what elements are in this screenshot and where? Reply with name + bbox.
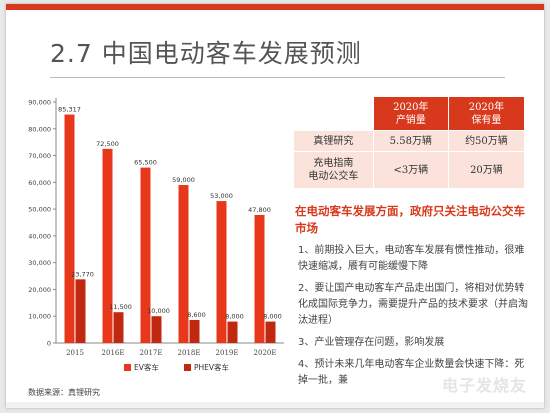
table-header-empty xyxy=(293,97,374,131)
data-label: 11,500 xyxy=(109,303,132,311)
table-row: 真锂研究 5.58万辆 约50万辆 xyxy=(293,130,524,152)
legend-swatch xyxy=(124,364,131,371)
bar-ev xyxy=(254,215,265,343)
x-tick-label: 2017E xyxy=(140,349,163,357)
y-tick-label: 30,000 xyxy=(28,259,51,267)
title-divider xyxy=(50,77,505,78)
y-tick-label: 40,000 xyxy=(28,232,51,240)
bar-phev xyxy=(151,316,162,343)
slide: 2.7 中国电动客车发展预测 0 10,000 20,000 30,000 40,000… xyxy=(6,4,544,408)
data-source: 数据来源：真锂研究 xyxy=(28,388,100,397)
x-tick-label: 2019E xyxy=(216,349,239,357)
section-heading: 在电动客车发展方面，政府只关注电动公交车市场 xyxy=(295,204,525,235)
table-header-stock: 2020年 保有量 xyxy=(447,97,524,131)
bar-phev xyxy=(227,321,238,343)
row-sales: <3万辆 xyxy=(372,151,449,188)
data-label: 10,000 xyxy=(147,307,170,315)
y-tick-label: 80,000 xyxy=(28,125,51,133)
data-label: 65,500 xyxy=(134,159,157,167)
bar-ev xyxy=(178,185,189,343)
row-label: 真锂研究 xyxy=(293,130,374,152)
slide-top-bar xyxy=(6,4,544,10)
y-tick-label: 60,000 xyxy=(28,179,51,187)
data-label: 72,500 xyxy=(96,140,119,148)
row-label: 充电指南 电动公交车 xyxy=(293,151,374,188)
header-sales-text: 2020年 产销量 xyxy=(393,101,429,126)
bullet-item: 4、预计未来几年电动客车企业数量会快速下降：死掉一批，兼 xyxy=(298,359,525,386)
data-label: 23,770 xyxy=(71,270,94,278)
y-tick-label: 20,000 xyxy=(28,286,51,294)
legend-label: EV客车 xyxy=(134,362,159,372)
forecast-table: 2020年 产销量 2020年 保有量 真锂研究 5.58万辆 约50万辆 充电… xyxy=(293,97,524,188)
data-label: 8,000 xyxy=(225,313,244,321)
bar-ev xyxy=(140,167,151,343)
bar-phev xyxy=(75,279,86,343)
data-label: 59,000 xyxy=(172,176,195,184)
bar-ev xyxy=(102,148,113,343)
x-tick-label: 2020E xyxy=(254,349,277,357)
data-label: 8,000 xyxy=(263,313,282,321)
bar-ev xyxy=(216,201,227,343)
data-label: 47,800 xyxy=(248,206,271,214)
bullet-list: 1、前期投入巨大，电动客车发展有惯性推动，很难快速缩减，餍有可能缓慢下降 2、要… xyxy=(298,243,534,395)
y-tick-label: 10,000 xyxy=(28,313,51,321)
x-tick-label: 2018E xyxy=(178,349,201,357)
row-stock: 20万辆 xyxy=(447,151,524,188)
data-label: 8,600 xyxy=(187,311,206,319)
bullet-item: 3、产业管理存在问题，影响发展 xyxy=(298,337,445,348)
y-tick-label: 50,000 xyxy=(28,206,51,214)
row-stock: 约50万辆 xyxy=(447,130,524,152)
y-tick-label: 0 xyxy=(47,340,51,348)
bullet-item: 2、要让国产电动客车产品走出国门，将相对优势转化成国际竞争力，需要提升产品的技术… xyxy=(298,283,528,326)
watermark: 电子发烧友 xyxy=(442,376,528,395)
bar-phev xyxy=(265,321,276,343)
bullet-item: 1、前期投入巨大，电动客车发展有惯性推动，很难快速缩减，餍有可能缓慢下降 xyxy=(298,245,525,272)
x-tick-label: 2015 xyxy=(66,349,84,357)
legend-swatch xyxy=(184,364,191,371)
slide-title: 2.7 中国电动客车发展预测 xyxy=(50,39,362,68)
bar-ev xyxy=(64,114,75,343)
data-label: 53,000 xyxy=(210,192,233,200)
x-tick-label: 2016E xyxy=(102,349,125,357)
header-stock-text: 2020年 保有量 xyxy=(468,101,505,126)
row-sales: 5.58万辆 xyxy=(372,130,449,152)
bar-chart: 0 10,000 20,000 30,000 40,000 50,000 60,000 70,… xyxy=(28,98,284,372)
legend-label: PHEV客车 xyxy=(194,362,230,372)
table-header-row: 2020年 产销量 2020年 保有量 xyxy=(293,97,524,131)
bottom-strip xyxy=(6,402,544,408)
bar-phev xyxy=(189,319,200,343)
table-row: 充电指南 电动公交车 <3万辆 20万辆 xyxy=(293,151,524,188)
bar-phev xyxy=(113,312,124,343)
y-tick-label: 90,000 xyxy=(28,99,51,107)
table-header-sales: 2020年 产销量 xyxy=(372,97,449,131)
data-label: 85,317 xyxy=(58,106,81,114)
y-tick-label: 70,000 xyxy=(28,152,51,160)
